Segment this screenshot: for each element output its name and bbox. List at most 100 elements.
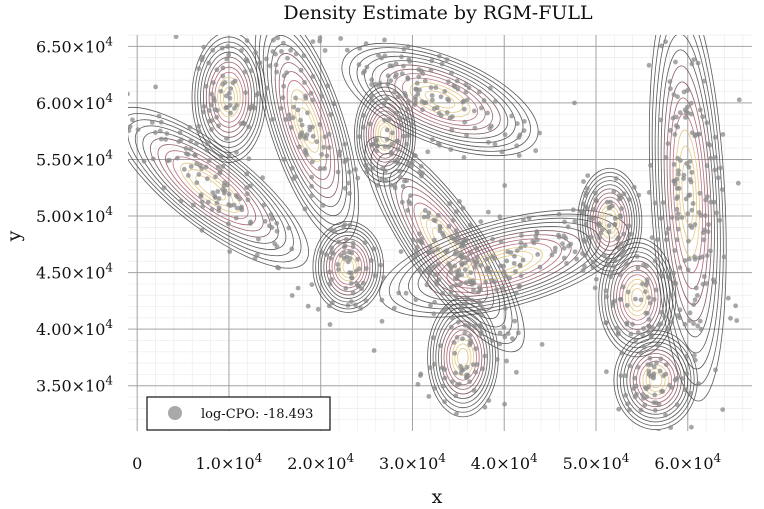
scatter-point [173, 35, 179, 40]
scatter-point [342, 141, 348, 147]
scatter-point [321, 144, 327, 150]
scatter-point [652, 392, 658, 398]
scatter-point [256, 236, 261, 242]
scatter-point [422, 268, 428, 274]
scatter-point [219, 45, 225, 51]
scatter-point [497, 330, 503, 336]
scatter-point [349, 275, 354, 281]
cluster-contours [427, 297, 499, 418]
scatter-point [713, 155, 718, 160]
scatter-point [198, 192, 204, 198]
scatter-point [442, 24, 447, 29]
scatter-point [286, 225, 292, 231]
scatter-point [681, 172, 687, 178]
scatter-point [685, 211, 691, 217]
scatter-point [331, 251, 336, 256]
scatter-point [452, 236, 458, 242]
y-axis-label: y [3, 230, 25, 242]
scatter-point [478, 312, 484, 318]
contour-line [648, 35, 727, 402]
scatter-point [521, 217, 526, 223]
contour-line [619, 337, 692, 423]
y-tick-labels: 3.50×104 4.00×104 4.50×104 5.00×104 5.50×104… [36, 34, 113, 395]
scatter-point [484, 256, 490, 262]
scatter-point [450, 218, 456, 223]
cluster-contours [254, 35, 360, 244]
scatter-point [204, 147, 210, 153]
scatter-point [658, 309, 664, 315]
scatter-point [315, 306, 321, 312]
scatter-point [272, 241, 278, 247]
scatter-point [216, 196, 222, 201]
scatter-point [275, 35, 281, 41]
scatter-point [431, 311, 437, 317]
scatter-point [335, 169, 341, 175]
scatter-point [353, 268, 359, 274]
scatter-point [439, 365, 445, 371]
scatter-point [685, 110, 691, 116]
scatter-point [245, 197, 251, 203]
scatter-point [687, 310, 693, 316]
scatter-point [371, 246, 377, 252]
scatter-point [297, 144, 302, 150]
scatter-point [246, 124, 252, 130]
scatter-point [226, 153, 232, 159]
scatter-point [572, 100, 577, 106]
scatter-point [181, 166, 187, 172]
scatter-point [583, 204, 589, 210]
scatter-point [521, 128, 527, 134]
scatter-point [610, 302, 616, 308]
scatter-point [447, 115, 453, 121]
scatter-point [442, 399, 447, 405]
scatter-point [379, 318, 385, 324]
scatter-point [619, 206, 624, 212]
scatter-point [244, 38, 250, 44]
scatter-point [710, 277, 716, 283]
scatter-point [357, 134, 362, 140]
scatter-point [363, 162, 369, 168]
scatter-point [654, 360, 659, 366]
scatter-point [489, 338, 495, 343]
scatter-point [561, 255, 567, 261]
scatter-point [688, 223, 693, 229]
scatter-point [721, 254, 727, 260]
scatter-point [617, 272, 623, 278]
scatter-point [704, 120, 710, 126]
scatter-point [635, 364, 641, 370]
scatter-point [604, 369, 609, 375]
scatter-point [317, 165, 323, 171]
scatter-point [490, 236, 495, 242]
scatter-point [556, 211, 562, 217]
scatter-point [397, 174, 403, 180]
scatter-point [453, 228, 459, 234]
scatter-point [641, 326, 646, 331]
scatter-point [411, 153, 417, 158]
scatter-point [672, 132, 678, 137]
scatter-point [478, 219, 484, 225]
scatter-point [400, 183, 406, 189]
scatter-point [646, 368, 652, 374]
scatter-point [279, 49, 284, 54]
contour-line [446, 329, 480, 386]
contour-line [320, 231, 376, 303]
scatter-point [215, 164, 221, 170]
scatter-point [685, 88, 690, 93]
scatter-point [651, 373, 656, 379]
scatter-point [346, 180, 351, 186]
scatter-point [297, 132, 303, 138]
scatter-point [628, 331, 634, 337]
scatter-point [462, 267, 468, 272]
scatter-point [675, 211, 681, 217]
scatter-point [328, 227, 334, 232]
scatter-point [683, 353, 689, 359]
scatter-point [492, 279, 497, 285]
scatter-point [487, 85, 493, 91]
scatter-point [363, 41, 369, 46]
scatter-point [704, 253, 710, 258]
scatter-point [310, 97, 315, 103]
scatter-point [440, 309, 446, 314]
scatter-point [234, 149, 239, 155]
contour-line [623, 341, 689, 419]
scatter-point [697, 318, 703, 324]
scatter-point [386, 117, 392, 122]
